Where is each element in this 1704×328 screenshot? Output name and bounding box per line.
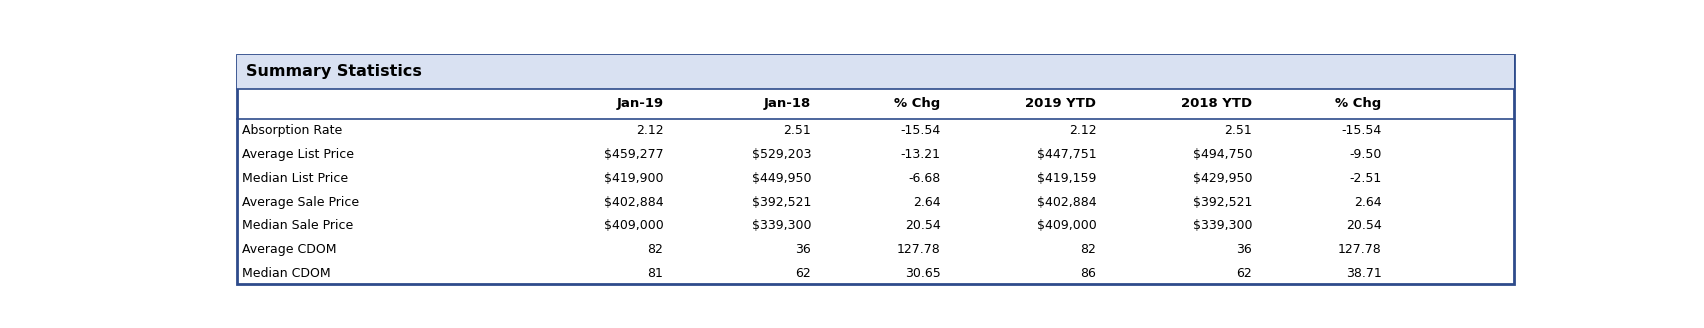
Text: Average CDOM: Average CDOM — [242, 243, 337, 256]
Text: -15.54: -15.54 — [1341, 124, 1382, 137]
Text: 2019 YTD: 2019 YTD — [1026, 97, 1096, 110]
Text: % Chg: % Chg — [1336, 97, 1382, 110]
Text: $419,900: $419,900 — [603, 172, 663, 185]
Text: Summary Statistics: Summary Statistics — [245, 64, 423, 79]
Text: 20.54: 20.54 — [905, 219, 941, 232]
Text: -9.50: -9.50 — [1350, 148, 1382, 161]
Text: 2.12: 2.12 — [636, 124, 663, 137]
Text: $449,950: $449,950 — [751, 172, 811, 185]
Text: 62: 62 — [1237, 267, 1252, 280]
Text: 2.51: 2.51 — [1225, 124, 1252, 137]
Text: 36: 36 — [1237, 243, 1252, 256]
Text: 2.12: 2.12 — [1068, 124, 1096, 137]
Text: Average Sale Price: Average Sale Price — [242, 195, 360, 209]
Text: 81: 81 — [648, 267, 663, 280]
Text: $339,300: $339,300 — [1193, 219, 1252, 232]
Text: $529,203: $529,203 — [751, 148, 811, 161]
Text: $402,884: $402,884 — [603, 195, 663, 209]
Text: -2.51: -2.51 — [1350, 172, 1382, 185]
Text: $419,159: $419,159 — [1038, 172, 1096, 185]
Text: Median CDOM: Median CDOM — [242, 267, 331, 280]
Text: 38.71: 38.71 — [1346, 267, 1382, 280]
Text: $459,277: $459,277 — [603, 148, 663, 161]
Text: 2.64: 2.64 — [913, 195, 941, 209]
Text: Median List Price: Median List Price — [242, 172, 348, 185]
Text: Jan-18: Jan-18 — [763, 97, 811, 110]
Text: 20.54: 20.54 — [1346, 219, 1382, 232]
Text: $409,000: $409,000 — [603, 219, 663, 232]
Text: $409,000: $409,000 — [1036, 219, 1096, 232]
Text: 2018 YTD: 2018 YTD — [1181, 97, 1252, 110]
Text: $429,950: $429,950 — [1193, 172, 1252, 185]
Text: $402,884: $402,884 — [1036, 195, 1096, 209]
Text: $494,750: $494,750 — [1193, 148, 1252, 161]
Text: $447,751: $447,751 — [1036, 148, 1096, 161]
Text: 127.78: 127.78 — [896, 243, 941, 256]
Text: 86: 86 — [1080, 267, 1096, 280]
Text: -15.54: -15.54 — [900, 124, 941, 137]
Text: $339,300: $339,300 — [751, 219, 811, 232]
Text: Median Sale Price: Median Sale Price — [242, 219, 353, 232]
Text: 82: 82 — [1080, 243, 1096, 256]
Text: $392,521: $392,521 — [1193, 195, 1252, 209]
Text: % Chg: % Chg — [895, 97, 941, 110]
Text: 30.65: 30.65 — [905, 267, 941, 280]
Text: Average List Price: Average List Price — [242, 148, 354, 161]
Text: 82: 82 — [648, 243, 663, 256]
Text: Absorption Rate: Absorption Rate — [242, 124, 343, 137]
Text: 2.51: 2.51 — [784, 124, 811, 137]
Text: -6.68: -6.68 — [908, 172, 941, 185]
Text: -13.21: -13.21 — [901, 148, 941, 161]
Text: 62: 62 — [796, 267, 811, 280]
Text: $392,521: $392,521 — [751, 195, 811, 209]
Text: 36: 36 — [796, 243, 811, 256]
Text: 2.64: 2.64 — [1355, 195, 1382, 209]
Text: 127.78: 127.78 — [1338, 243, 1382, 256]
Text: Jan-19: Jan-19 — [617, 97, 663, 110]
Bar — [237, 54, 1513, 89]
